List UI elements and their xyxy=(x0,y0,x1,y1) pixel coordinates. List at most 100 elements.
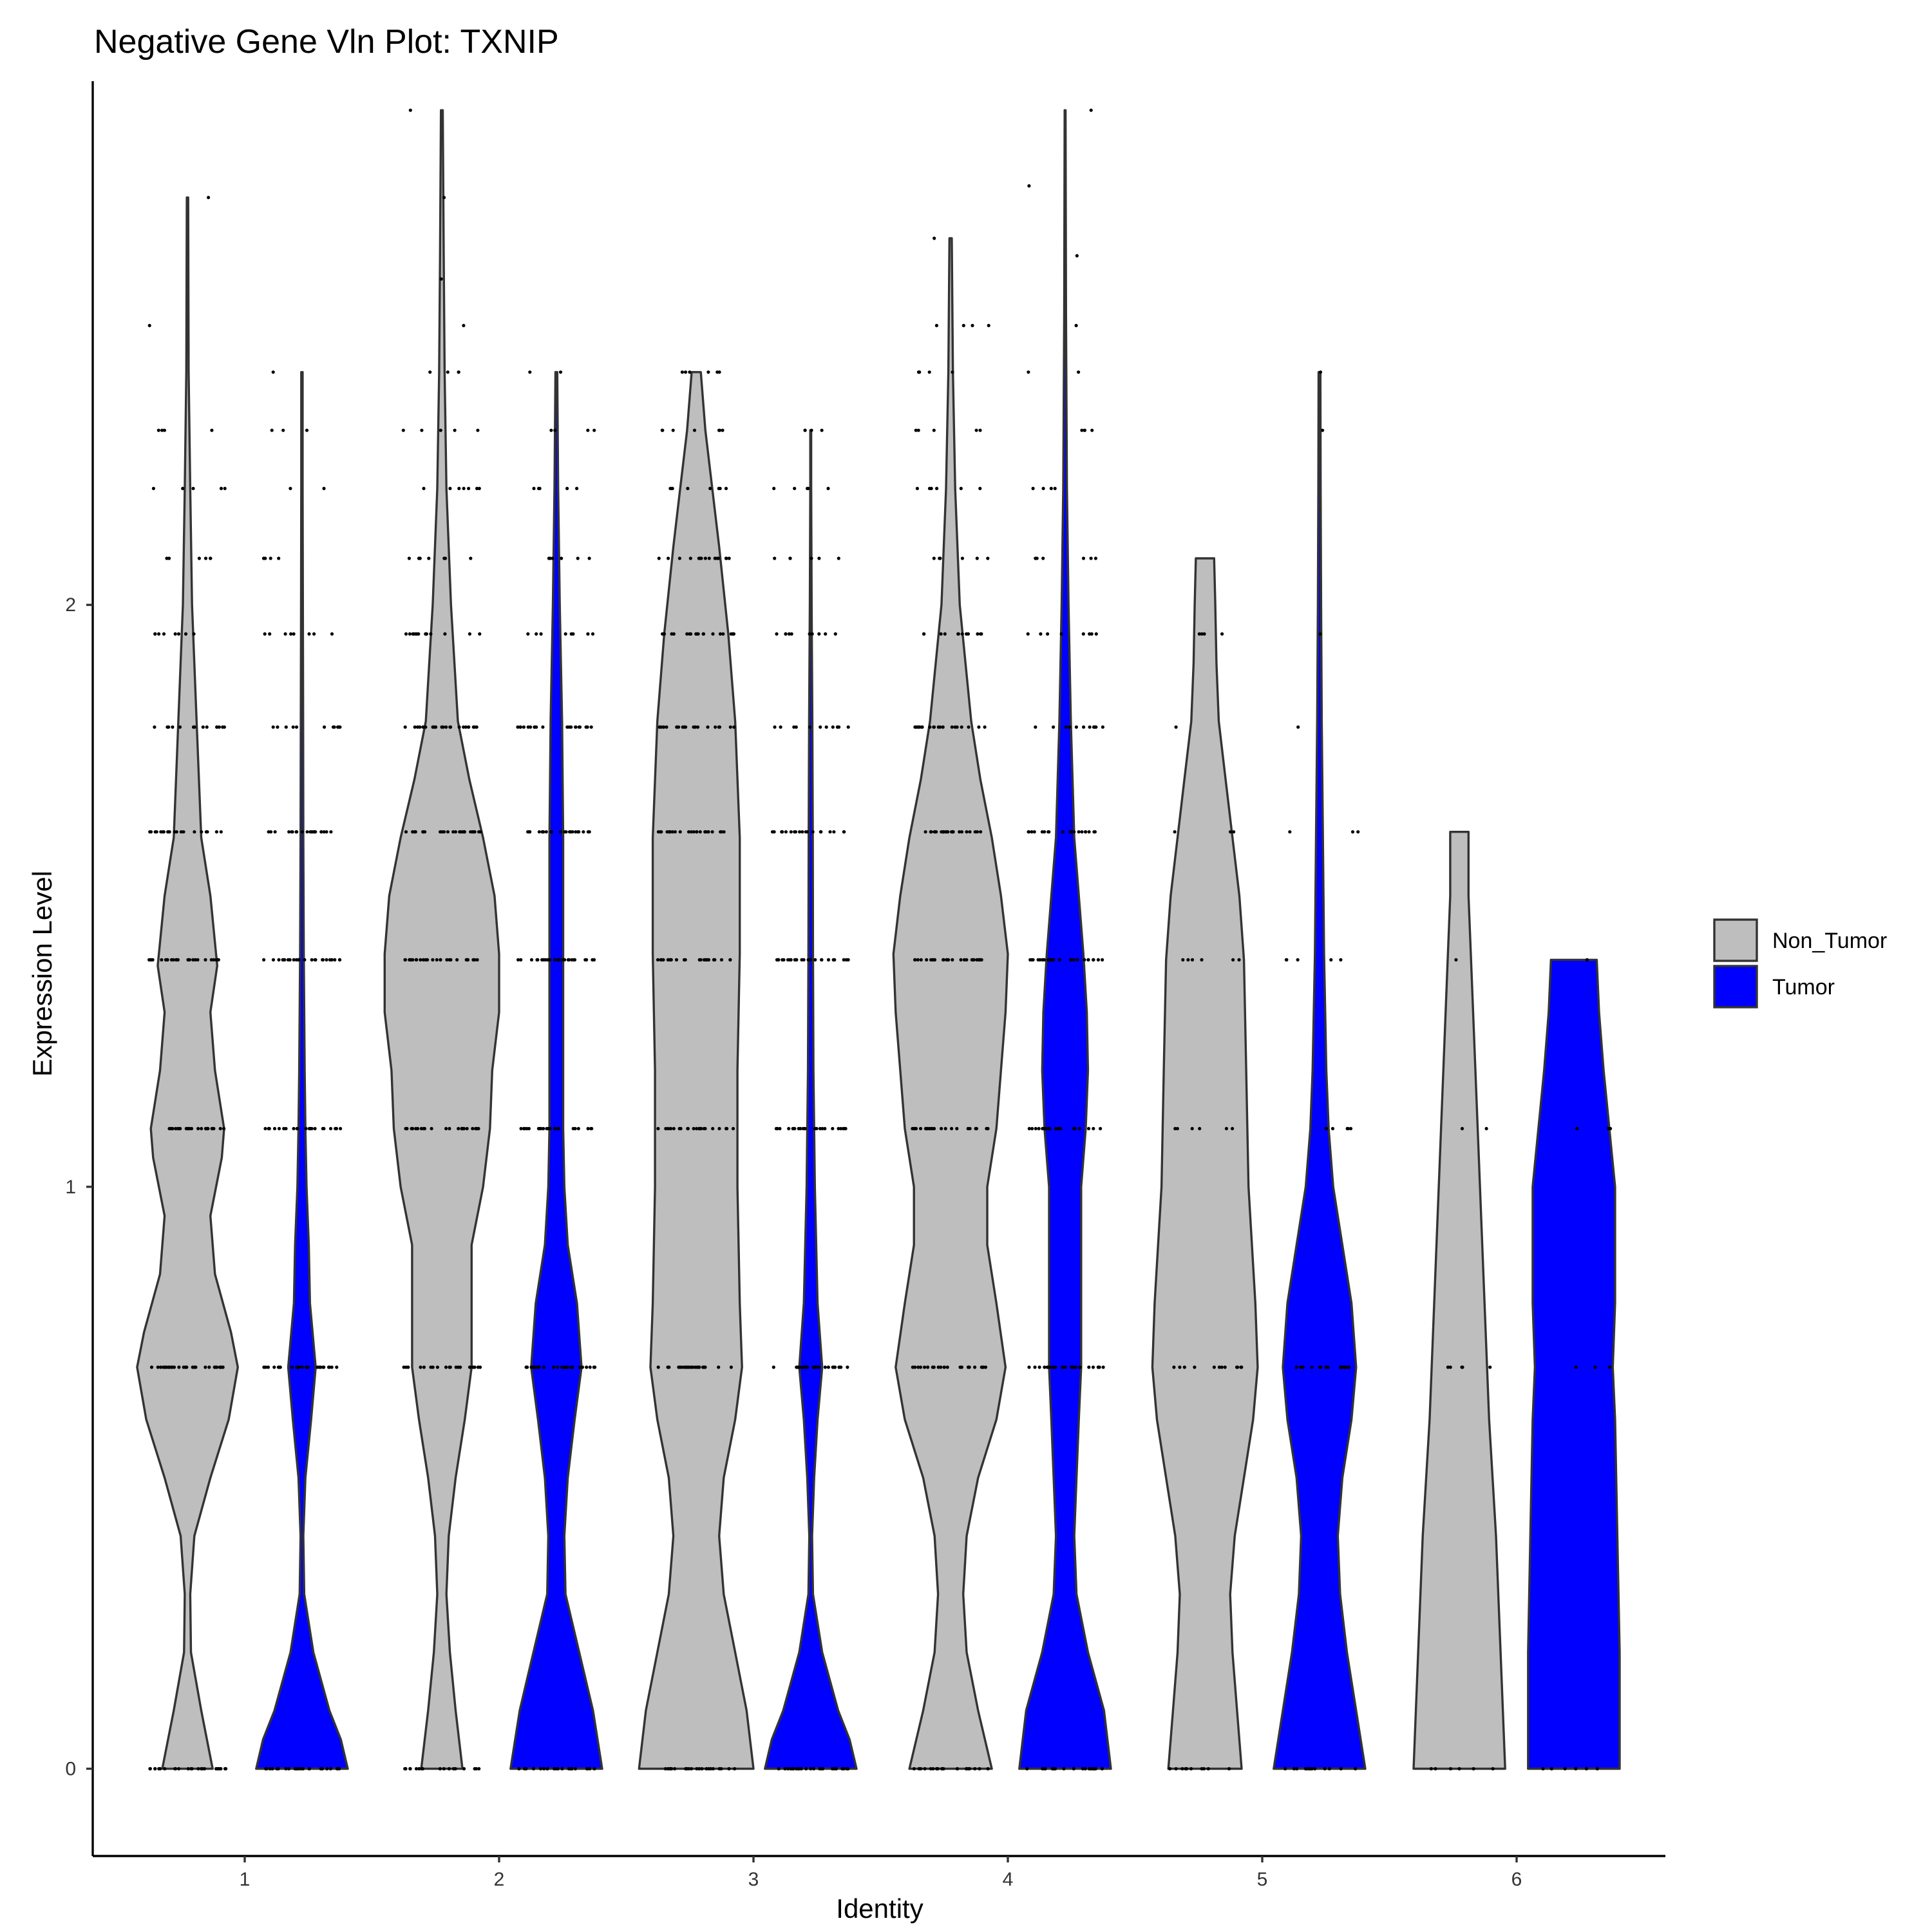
data-point xyxy=(284,1766,288,1771)
data-point xyxy=(404,1126,408,1131)
data-point xyxy=(1318,370,1323,374)
data-point xyxy=(696,632,700,636)
data-point xyxy=(476,1365,480,1369)
data-point xyxy=(960,725,963,729)
data-point xyxy=(412,632,416,636)
data-point xyxy=(955,1126,959,1131)
data-point xyxy=(283,632,287,636)
data-point xyxy=(1069,958,1073,961)
data-point xyxy=(200,830,204,834)
x-tick-label: 4 xyxy=(1003,1869,1014,1890)
data-point xyxy=(1340,1365,1344,1369)
data-point xyxy=(526,632,530,636)
data-point xyxy=(424,725,428,729)
data-point xyxy=(724,1126,728,1131)
data-point xyxy=(695,1126,699,1131)
data-point xyxy=(214,1766,218,1771)
data-point xyxy=(1310,1766,1314,1771)
data-point xyxy=(713,958,717,961)
data-point xyxy=(448,1126,451,1131)
data-point xyxy=(1075,958,1079,961)
data-point xyxy=(1303,1766,1307,1771)
data-point xyxy=(844,958,848,961)
data-point xyxy=(707,556,711,560)
data-point xyxy=(305,830,309,834)
data-point xyxy=(330,1365,334,1369)
data-point xyxy=(218,1365,222,1369)
data-point xyxy=(826,958,831,961)
data-point xyxy=(791,1766,795,1771)
data-point xyxy=(541,725,545,729)
data-point xyxy=(789,830,793,834)
data-point xyxy=(207,196,211,200)
points-layer xyxy=(147,108,1613,1771)
data-point xyxy=(1231,958,1235,961)
data-point xyxy=(714,725,717,729)
data-point xyxy=(974,1126,978,1131)
points-tumor-4 xyxy=(1025,108,1105,1771)
data-point xyxy=(1034,1126,1037,1131)
data-point xyxy=(976,632,980,636)
data-point xyxy=(775,632,779,636)
data-point xyxy=(697,1766,701,1771)
data-point xyxy=(587,556,591,560)
data-point xyxy=(1101,958,1104,961)
data-point xyxy=(1434,1766,1437,1771)
data-point xyxy=(960,556,964,560)
data-point xyxy=(724,556,728,560)
data-point xyxy=(565,1365,569,1369)
data-point xyxy=(319,830,323,834)
data-point xyxy=(1070,1365,1074,1369)
data-point xyxy=(289,486,292,491)
data-point xyxy=(943,632,947,636)
data-point xyxy=(322,486,326,491)
data-point xyxy=(670,1766,674,1771)
data-point xyxy=(1206,1766,1210,1771)
data-point xyxy=(1575,1126,1579,1131)
data-point xyxy=(717,428,721,432)
data-point xyxy=(688,370,692,374)
data-point xyxy=(585,1766,589,1771)
data-point xyxy=(1321,428,1325,432)
data-point xyxy=(960,830,964,834)
data-point xyxy=(961,323,965,328)
data-point xyxy=(267,1126,271,1131)
data-point xyxy=(462,725,466,729)
data-point xyxy=(940,1126,943,1131)
data-point xyxy=(589,725,593,729)
data-point xyxy=(204,830,208,834)
data-point xyxy=(819,725,822,729)
data-point xyxy=(178,1126,182,1131)
data-point xyxy=(927,1126,931,1131)
data-point xyxy=(690,1766,694,1771)
data-point xyxy=(666,1365,670,1369)
data-point xyxy=(313,1126,317,1131)
data-point xyxy=(1035,556,1039,560)
data-point xyxy=(578,725,582,729)
data-point xyxy=(430,1126,433,1131)
data-point xyxy=(1237,958,1241,961)
data-point xyxy=(408,108,412,112)
data-point xyxy=(1574,1365,1578,1369)
data-point xyxy=(446,370,450,374)
data-point xyxy=(1175,1126,1179,1131)
data-point xyxy=(325,1766,329,1771)
data-point xyxy=(592,1365,596,1369)
data-point xyxy=(191,1365,194,1369)
data-point xyxy=(1075,254,1079,258)
data-point xyxy=(182,830,185,834)
data-point xyxy=(682,958,687,961)
data-point xyxy=(727,1766,731,1771)
data-point xyxy=(928,725,932,729)
data-point xyxy=(473,958,477,961)
data-point xyxy=(703,1365,707,1369)
data-point xyxy=(287,830,291,834)
data-point xyxy=(178,725,182,729)
data-point xyxy=(314,958,317,961)
data-point xyxy=(1094,556,1097,560)
data-point xyxy=(798,830,802,834)
data-point xyxy=(556,1365,560,1369)
data-point xyxy=(697,958,701,961)
data-point xyxy=(1283,1766,1287,1771)
data-point xyxy=(519,1126,523,1131)
